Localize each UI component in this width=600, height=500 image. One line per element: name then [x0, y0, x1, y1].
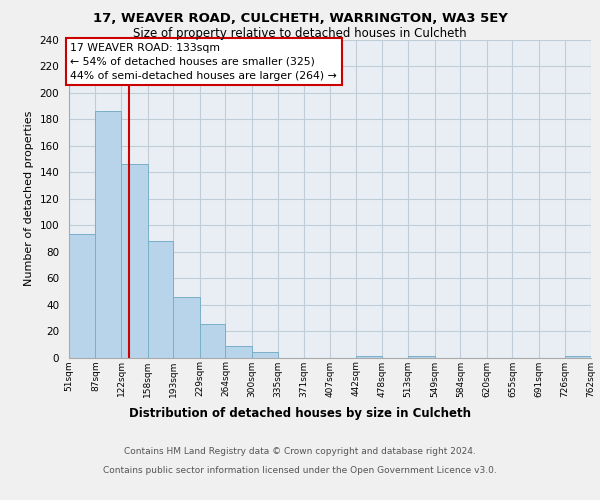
Y-axis label: Number of detached properties: Number of detached properties: [24, 111, 34, 286]
Bar: [95, 112, 121, 358]
Bar: [148, 241, 173, 358]
Bar: [200, 324, 226, 358]
Text: Contains public sector information licensed under the Open Government Licence v3: Contains public sector information licen…: [103, 466, 497, 475]
Bar: [226, 346, 252, 358]
Bar: [173, 296, 200, 358]
Text: 17, WEAVER ROAD, CULCHETH, WARRINGTON, WA3 5EY: 17, WEAVER ROAD, CULCHETH, WARRINGTON, W…: [92, 12, 508, 26]
Bar: [408, 356, 434, 358]
Bar: [565, 356, 591, 358]
Text: Contains HM Land Registry data © Crown copyright and database right 2024.: Contains HM Land Registry data © Crown c…: [124, 448, 476, 456]
Bar: [121, 164, 148, 358]
Bar: [356, 356, 382, 358]
Text: Size of property relative to detached houses in Culcheth: Size of property relative to detached ho…: [133, 28, 467, 40]
Text: 17 WEAVER ROAD: 133sqm
← 54% of detached houses are smaller (325)
44% of semi-de: 17 WEAVER ROAD: 133sqm ← 54% of detached…: [70, 42, 337, 80]
Text: Distribution of detached houses by size in Culcheth: Distribution of detached houses by size …: [129, 408, 471, 420]
Bar: [252, 352, 278, 358]
Bar: [69, 234, 95, 358]
